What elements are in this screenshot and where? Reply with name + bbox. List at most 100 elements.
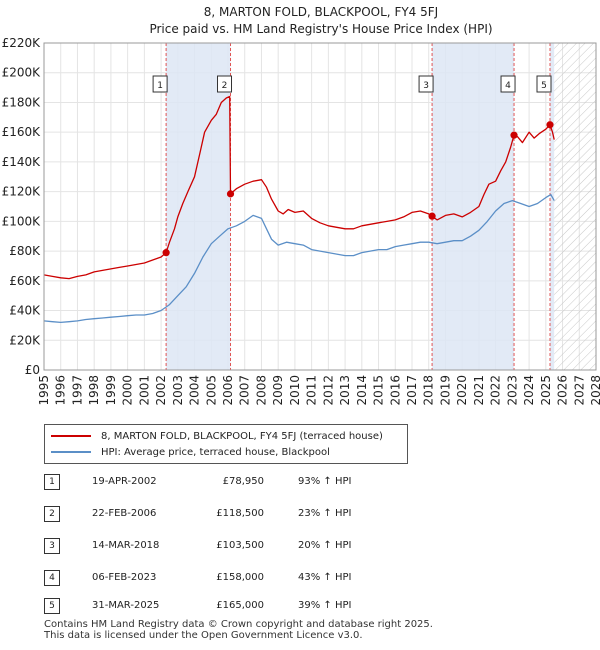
sale-marker-label: 4 <box>505 81 511 91</box>
transaction-number: 2 <box>44 506 60 522</box>
x-tick-label: 1995 <box>37 375 51 406</box>
x-tick-label: 2020 <box>455 375 469 406</box>
x-tick-label: 2002 <box>154 375 168 406</box>
y-tick-label: £140K <box>2 155 42 169</box>
y-tick-label: £20K <box>9 333 41 347</box>
x-tick-label: 2007 <box>238 375 252 406</box>
x-tick-label: 2012 <box>321 375 335 406</box>
transaction-hpi: 39% ↑ HPI <box>298 600 352 611</box>
transaction-hpi: 23% ↑ HPI <box>298 508 352 519</box>
x-tick-label: 1998 <box>87 375 101 406</box>
x-tick-label: 2016 <box>388 375 402 406</box>
y-tick-label: £60K <box>9 274 41 288</box>
x-tick-label: 2008 <box>254 375 268 406</box>
transaction-price: £118,500 <box>216 508 264 519</box>
transaction-hpi: 20% ↑ HPI <box>298 540 352 551</box>
sale-marker-box <box>152 75 168 93</box>
footer-licence: This data is licensed under the Open Gov… <box>44 630 363 641</box>
x-tick-label: 2026 <box>556 375 570 406</box>
sale-point <box>162 249 170 257</box>
x-tick-label: 2022 <box>489 375 503 406</box>
transaction-date: 06-FEB-2023 <box>92 572 157 583</box>
transaction-number: 3 <box>44 538 60 554</box>
ownership-shade <box>166 43 231 370</box>
x-tick-label: 2003 <box>171 375 185 406</box>
x-tick-label: 2028 <box>589 375 600 406</box>
x-tick-label: 2015 <box>372 375 386 406</box>
sale-point <box>226 190 235 198</box>
x-tick-label: 2006 <box>221 375 235 406</box>
legend-label-property: 8, MARTON FOLD, BLACKPOOL, FY4 5FJ (terr… <box>101 430 383 442</box>
y-tick-label: £160K <box>2 125 42 139</box>
chart-subtitle: Price paid vs. HM Land Registry's House … <box>149 22 492 36</box>
sale-marker-box <box>536 75 552 93</box>
price-chart: 8, MARTON FOLD, BLACKPOOL, FY4 5FJ Price… <box>2 5 600 406</box>
sale-marker-label: 3 <box>423 81 429 91</box>
series-line-property <box>43 95 555 280</box>
x-tick-label: 2005 <box>204 375 218 406</box>
table-row: 1 19-APR-2002 £78,950 93% ↑ HPI <box>44 474 444 494</box>
sale-point <box>428 212 436 220</box>
sale-marker-box <box>500 75 516 93</box>
x-tick-label: 2025 <box>539 375 553 406</box>
plot-frame <box>43 42 597 371</box>
transaction-number: 5 <box>44 598 60 614</box>
transaction-date: 31-MAR-2025 <box>92 600 160 611</box>
table-row: 5 31-MAR-2025 £165,000 39% ↑ HPI <box>44 598 444 618</box>
legend-swatch-property <box>51 435 91 437</box>
x-tick-label: 2024 <box>522 375 536 406</box>
y-tick-label: £0 <box>25 363 40 377</box>
chart-title: 8, MARTON FOLD, BLACKPOOL, FY4 5FJ <box>204 5 438 19</box>
sale-point <box>510 131 518 139</box>
transaction-date: 22-FEB-2006 <box>92 508 157 519</box>
sale-marker-box <box>217 75 233 93</box>
sale-marker-label: 2 <box>222 81 228 91</box>
legend-swatch-hpi <box>51 451 91 453</box>
sale-point <box>546 121 554 129</box>
transaction-price: £78,950 <box>222 476 264 487</box>
x-tick-label: 2009 <box>271 375 285 406</box>
sale-marker-box <box>418 75 434 93</box>
x-tick-label: 2011 <box>305 375 319 406</box>
legend-label-hpi: HPI: Average price, terraced house, Blac… <box>101 446 330 458</box>
series-line-hpi <box>43 193 555 324</box>
x-tick-label: 2019 <box>438 375 452 406</box>
x-tick-label: 2023 <box>505 375 519 406</box>
transaction-date: 14-MAR-2018 <box>92 540 160 551</box>
x-tick-label: 2014 <box>355 375 369 406</box>
x-tick-label: 2010 <box>288 375 302 406</box>
x-tick-label: 2001 <box>137 375 151 406</box>
x-tick-label: 2018 <box>422 375 436 406</box>
transaction-date: 19-APR-2002 <box>92 476 157 487</box>
footer: Contains HM Land Registry data © Crown c… <box>44 619 433 641</box>
y-tick-label: £200K <box>2 66 42 80</box>
future-hatch <box>554 43 596 370</box>
x-tick-label: 2021 <box>472 375 486 406</box>
transaction-price: £158,000 <box>216 572 264 583</box>
transaction-price: £165,000 <box>216 600 264 611</box>
footer-copyright: Contains HM Land Registry data © Crown c… <box>44 619 433 630</box>
table-row: 4 06-FEB-2023 £158,000 43% ↑ HPI <box>44 570 444 590</box>
legend-item-hpi: HPI: Average price, terraced house, Blac… <box>51 444 330 460</box>
y-tick-label: £80K <box>9 244 41 258</box>
table-row: 3 14-MAR-2018 £103,500 20% ↑ HPI <box>44 538 444 558</box>
y-tick-label: £220K <box>2 36 42 50</box>
sale-marker-label: 1 <box>157 81 163 91</box>
transaction-number: 4 <box>44 570 60 586</box>
x-tick-label: 1997 <box>70 375 84 406</box>
y-tick-label: £100K <box>2 214 42 228</box>
legend-item-property: 8, MARTON FOLD, BLACKPOOL, FY4 5FJ (terr… <box>51 428 383 444</box>
x-tick-label: 2000 <box>121 375 135 406</box>
y-tick-label: £120K <box>2 185 42 199</box>
x-tick-label: 2017 <box>405 375 419 406</box>
x-tick-label: 2027 <box>572 375 586 406</box>
transaction-number: 1 <box>44 474 60 490</box>
ownership-shade <box>550 43 555 370</box>
y-tick-label: £180K <box>2 95 42 109</box>
x-tick-label: 2004 <box>188 375 202 406</box>
transaction-hpi: 93% ↑ HPI <box>298 476 352 487</box>
transaction-hpi: 43% ↑ HPI <box>298 572 352 583</box>
x-tick-label: 1996 <box>54 375 68 406</box>
legend: 8, MARTON FOLD, BLACKPOOL, FY4 5FJ (terr… <box>44 424 408 464</box>
x-tick-label: 1999 <box>104 375 118 406</box>
